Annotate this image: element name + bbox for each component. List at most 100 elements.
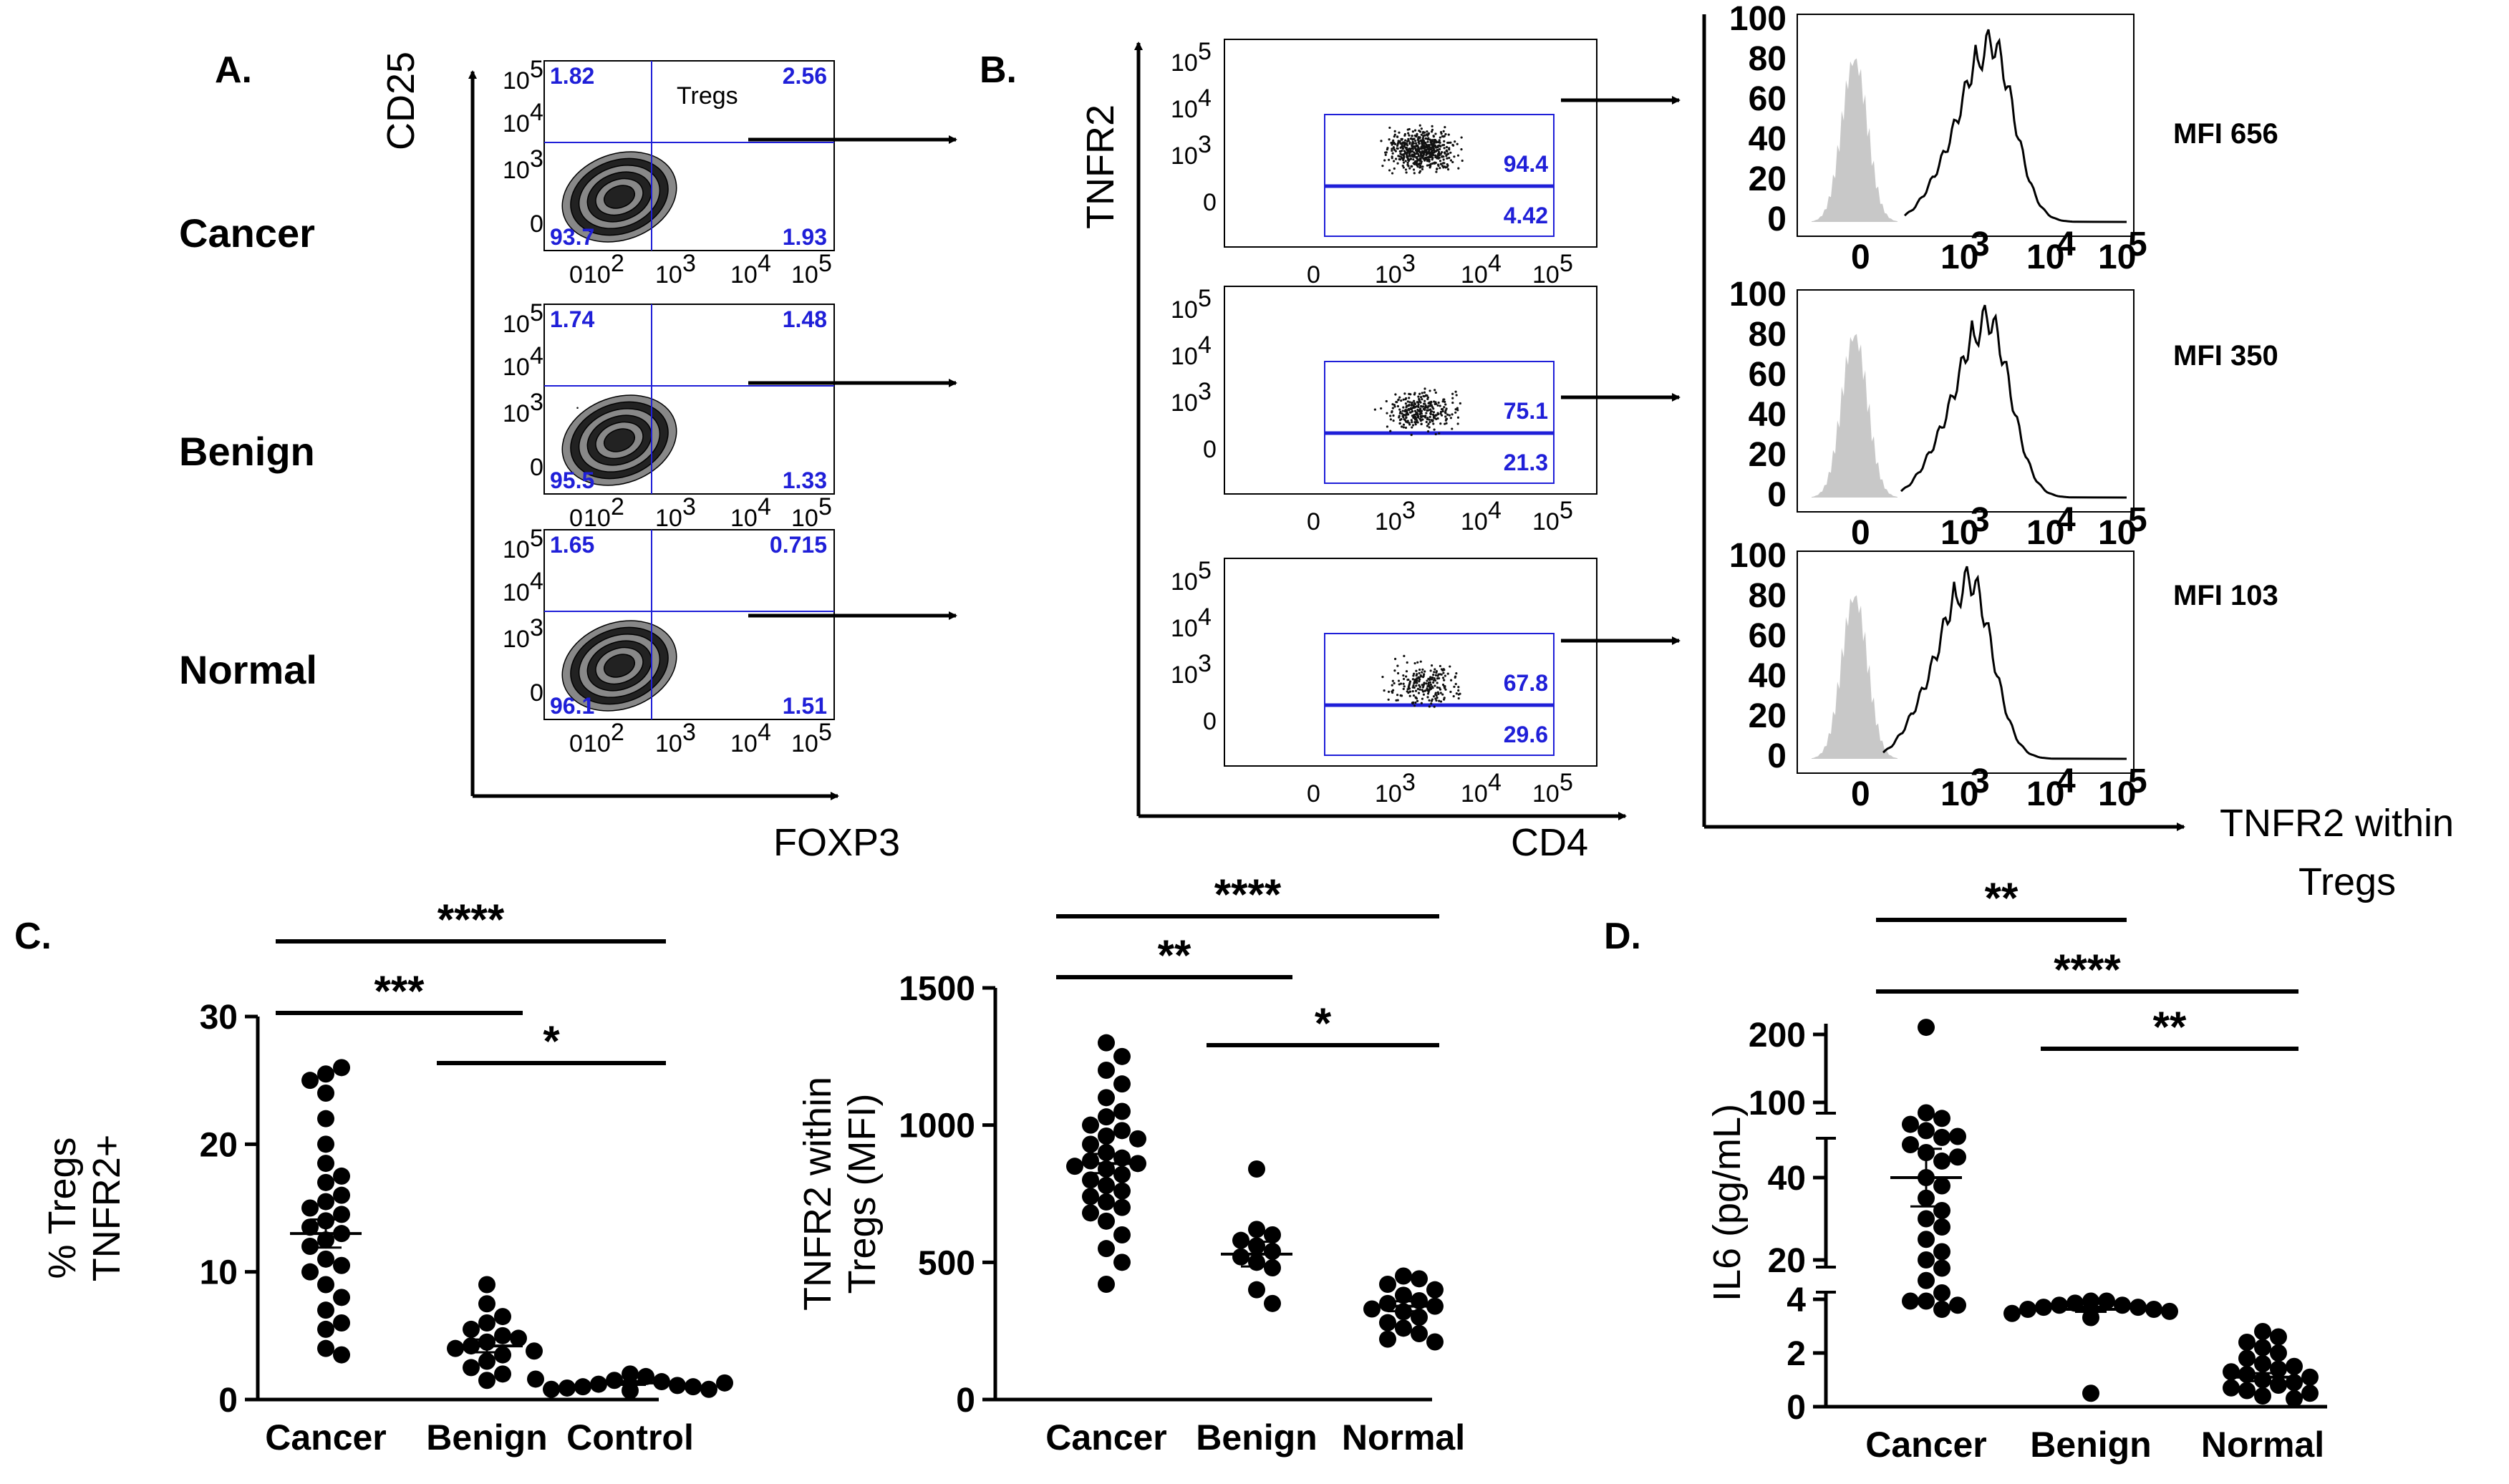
histogram-y-tick: 20 <box>1749 160 1787 198</box>
data-point <box>1426 1333 1444 1351</box>
y-tick-label: 4 <box>1787 1281 1806 1319</box>
x-tick-exponent: 2 <box>611 719 624 746</box>
y-tick-label: 20 <box>1768 1242 1806 1280</box>
y-tick-label: 10 <box>503 157 530 184</box>
data-point <box>2145 1301 2162 1318</box>
data-point <box>1363 1300 1381 1318</box>
x-tick-exponent: 3 <box>1402 250 1416 277</box>
histogram-x-tick: 10 <box>2098 238 2136 276</box>
row-label-normal: Normal <box>179 647 317 692</box>
x-tick-exponent: 5 <box>1560 769 1573 796</box>
gate-upper-value: 94.4 <box>1504 151 1548 177</box>
data-point <box>1933 1218 1950 1236</box>
histogram-y-tick: 20 <box>1749 697 1787 735</box>
flow-plot-frame <box>543 60 835 251</box>
y-tick-label: 0 <box>1203 189 1217 216</box>
data-point <box>1933 1284 1950 1301</box>
x-tick-label: 10 <box>730 505 758 532</box>
data-point <box>2098 1292 2115 1310</box>
data-point <box>2270 1328 2287 1346</box>
x-tick-exponent: 5 <box>818 250 832 277</box>
data-point <box>2254 1339 2271 1357</box>
data-point <box>333 1256 350 1274</box>
x-tick-label: 10 <box>1461 508 1488 535</box>
data-point <box>2082 1292 2099 1310</box>
data-point <box>1395 1267 1412 1285</box>
histogram-y-tick: 60 <box>1749 80 1787 118</box>
y-tick-label: 2 <box>1787 1335 1806 1373</box>
data-point <box>716 1374 733 1392</box>
significance-stars: *** <box>374 967 425 1015</box>
tnfr2-histogram <box>1882 566 2127 760</box>
data-point <box>1082 1135 1099 1153</box>
significance-stars: ** <box>2153 1003 2187 1051</box>
data-point <box>700 1380 717 1398</box>
quadrant-upper-right: 1.48 <box>783 306 827 332</box>
data-point <box>1098 1144 1115 1161</box>
data-point <box>1113 1198 1131 1216</box>
data-point <box>2238 1366 2256 1383</box>
data-point <box>1113 1226 1131 1243</box>
data-point <box>333 1314 350 1332</box>
quadrant-lower-left: 95.5 <box>550 467 594 493</box>
data-point <box>2129 1299 2147 1316</box>
density-contour <box>561 620 677 712</box>
x-tick-label: 10 <box>1461 780 1488 808</box>
y-tick-exponent: 4 <box>1198 603 1212 631</box>
data-point <box>2082 1384 2099 1402</box>
y-tick-exponent: 5 <box>530 56 543 83</box>
row-label-benign: Benign <box>179 429 315 474</box>
histogram-x-tick: 0 <box>1851 775 1870 813</box>
y-tick-label: 30 <box>200 999 238 1037</box>
data-point <box>317 1193 334 1211</box>
significance-stars: * <box>1315 999 1332 1047</box>
x-tick-exponent: 5 <box>818 493 832 520</box>
histogram-y-tick: 100 <box>1729 0 1787 38</box>
histogram-frame <box>1797 289 2135 513</box>
data-point <box>2270 1360 2287 1378</box>
data-point <box>317 1339 334 1357</box>
data-point <box>1918 1104 1935 1122</box>
data-point <box>2161 1302 2178 1320</box>
y-tick-exponent: 3 <box>1198 650 1212 677</box>
y-tick-exponent: 4 <box>1198 331 1212 359</box>
data-point <box>2238 1382 2256 1400</box>
data-point <box>1933 1177 1950 1195</box>
x-tick-label: 0 <box>569 261 583 288</box>
category-label: Benign <box>2030 1425 2151 1465</box>
y-tick-exponent: 5 <box>1198 285 1212 312</box>
data-point <box>1933 1152 1950 1170</box>
data-point <box>526 1342 543 1360</box>
panel-a-xlabel: FOXP3 <box>773 821 900 864</box>
data-point <box>317 1301 334 1319</box>
y-tick-label: 10 <box>1171 296 1198 324</box>
data-point <box>2254 1355 2271 1372</box>
y-tick-label: 10 <box>1171 661 1198 689</box>
y-tick-exponent: 5 <box>1198 557 1212 584</box>
data-point <box>1113 1253 1131 1271</box>
y-tick-label: 0 <box>1203 708 1217 735</box>
x-tick-label: 10 <box>584 261 611 288</box>
y-tick-label: 10 <box>503 311 530 338</box>
data-point <box>1918 1122 1935 1140</box>
data-point <box>2254 1323 2271 1340</box>
data-point <box>2051 1296 2068 1314</box>
data-point <box>1918 1231 1935 1248</box>
y-axis-title: % Tregs TNFR2+ <box>41 1135 128 1282</box>
category-label: Cancer <box>1865 1425 1987 1465</box>
data-point <box>1918 1019 1935 1037</box>
y-tick-exponent: 5 <box>530 525 543 552</box>
data-point <box>622 1365 639 1383</box>
y-tick-label: 40 <box>1768 1160 1806 1198</box>
y-tick-label: 0 <box>956 1382 975 1420</box>
data-point <box>1411 1270 1428 1288</box>
panel-a-letter: A. <box>215 49 252 91</box>
x-tick-label: 10 <box>1461 261 1488 288</box>
category-label: Control <box>566 1417 694 1458</box>
y-tick-label: 10 <box>200 1254 238 1292</box>
y-tick-label: 10 <box>1171 142 1198 170</box>
y-tick-label: 10 <box>503 67 530 94</box>
quadrant-upper-left: 1.74 <box>550 306 594 332</box>
histogram-x-tick-exponent: 5 <box>2128 762 2147 800</box>
